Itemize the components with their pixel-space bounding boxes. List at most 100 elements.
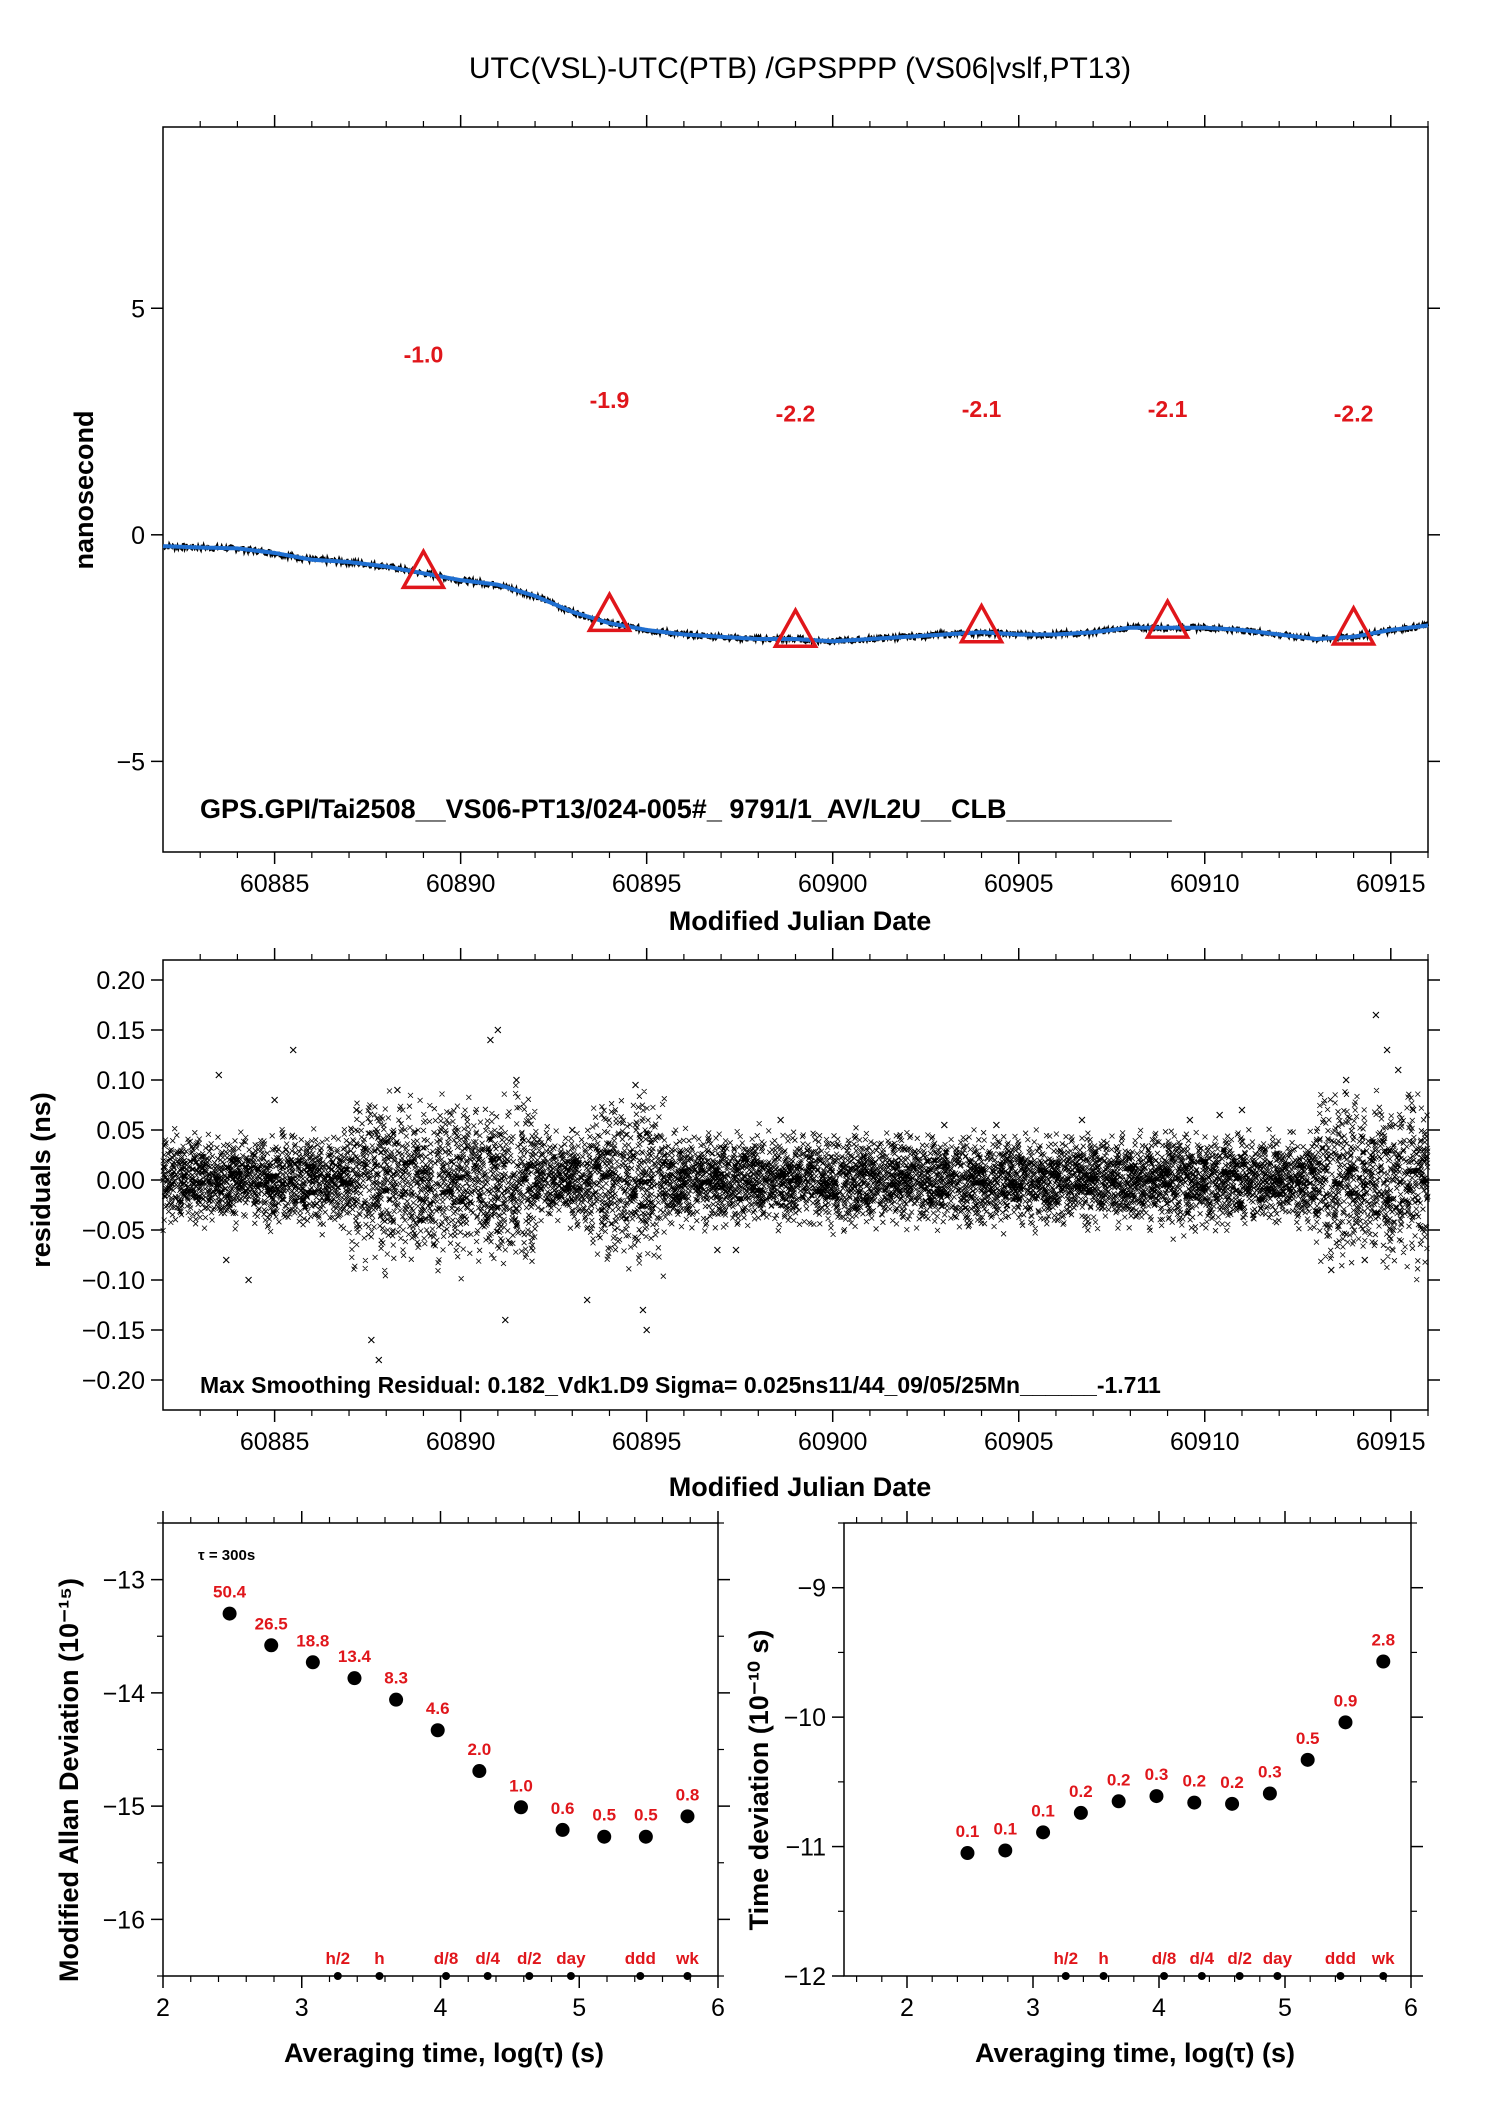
chart2-xtick-label: 60910 bbox=[1170, 1428, 1240, 1456]
chart1-note: GPS.GPI/Tai2508__VS06-PT13/024-005#_ 979… bbox=[200, 794, 1173, 824]
chart2-outlier-point bbox=[940, 1121, 948, 1129]
chart4-ytick-label: −10 bbox=[784, 1704, 826, 1732]
chart3-xtick-label: 5 bbox=[572, 1994, 586, 2022]
chart4-point-label: 0.3 bbox=[1258, 1763, 1282, 1782]
chart1-triangle-marker bbox=[772, 606, 819, 648]
chart3-point-label: 26.5 bbox=[255, 1614, 288, 1633]
chart4-ytick-label: −12 bbox=[784, 1963, 826, 1991]
chart3-interval-label: day bbox=[556, 1949, 586, 1968]
chart3-point bbox=[347, 1671, 362, 1686]
chart2-ytick-label: 0.15 bbox=[96, 1017, 145, 1045]
chart3-point bbox=[638, 1829, 653, 1844]
chart2-ytick-label: 0.20 bbox=[96, 967, 145, 995]
chart1-smoothed-series bbox=[162, 544, 1429, 644]
chart2-outlier-point bbox=[1383, 1046, 1391, 1054]
chart4-point-label: 0.2 bbox=[1069, 1782, 1093, 1801]
chart4-point bbox=[1262, 1786, 1277, 1801]
chart2-outlier-point bbox=[777, 1116, 785, 1124]
chart4-point-label: 0.2 bbox=[1220, 1773, 1244, 1792]
chart3-ylabel: Modified Allan Deviation (10⁻¹⁵) bbox=[54, 1578, 84, 1982]
chart3-ytick-label: −15 bbox=[103, 1793, 145, 1821]
chart3-interval-marker bbox=[683, 1972, 692, 1980]
chart2-outlier-point bbox=[1078, 1116, 1086, 1124]
chart4-interval-marker bbox=[1061, 1972, 1070, 1980]
chart4-point bbox=[998, 1843, 1013, 1858]
chart4-point-label: 0.1 bbox=[956, 1822, 980, 1841]
chart4-xlabel: Averaging time, log(τ) (s) bbox=[975, 2038, 1295, 2068]
chart2-outlier-point bbox=[394, 1086, 401, 1094]
chart3-point-label: 1.0 bbox=[509, 1776, 533, 1795]
chart4-interval-label: h/2 bbox=[1053, 1949, 1078, 1968]
chart3-xtick-label: 2 bbox=[156, 1994, 170, 2022]
chart2-outlier-point bbox=[375, 1356, 383, 1364]
chart2-outlier-point bbox=[632, 1081, 639, 1089]
chart3-point-label: 0.5 bbox=[634, 1806, 658, 1825]
chart2-residual-band bbox=[160, 1082, 1431, 1283]
chart1-xtick-label: 60895 bbox=[612, 870, 682, 898]
chart1-ytick-label: 0 bbox=[131, 522, 145, 550]
chart2-note: Max Smoothing Residual: 0.182_Vdk1.D9 Si… bbox=[200, 1372, 1161, 1398]
chart1-triangle-marker bbox=[400, 547, 447, 590]
chart2-outlier-point bbox=[513, 1076, 520, 1084]
chart2-outlier-point bbox=[367, 1336, 375, 1344]
chart2-outlier-point bbox=[501, 1316, 509, 1324]
chart3-point bbox=[472, 1764, 487, 1779]
chart3-point-label: 18.8 bbox=[296, 1631, 329, 1650]
chart1-marker-label: -1.0 bbox=[404, 342, 444, 368]
chart4-point bbox=[1225, 1796, 1240, 1811]
chart3-point bbox=[305, 1655, 320, 1670]
chart1-triangle-marker bbox=[958, 602, 1005, 644]
chart3-point bbox=[264, 1638, 279, 1653]
chart3-xtick-label: 4 bbox=[434, 1994, 448, 2022]
chart4-point bbox=[1187, 1795, 1202, 1810]
chart1-ytick-label: 5 bbox=[131, 295, 145, 323]
chart3-interval-label: h/2 bbox=[326, 1949, 351, 1968]
chart3-interval-marker bbox=[333, 1972, 342, 1980]
chart2-ytick-label: −0.20 bbox=[82, 1367, 145, 1395]
chart2-outlier-point bbox=[289, 1046, 297, 1054]
chart2-ytick-label: −0.15 bbox=[82, 1317, 145, 1345]
chart2-outlier-point bbox=[1186, 1116, 1194, 1124]
chart2-outlier-point bbox=[222, 1256, 230, 1264]
chart3-interval-label: ddd bbox=[625, 1949, 656, 1968]
chart3-xtick-label: 3 bbox=[295, 1994, 309, 2022]
chart3-interval-marker bbox=[442, 1972, 451, 1980]
chart4-plot: 2 3 4 5 6 −12 −11 −10 −9 0.1 0.1 0.1 0.2 0.2 0.3 0.2 0.2… bbox=[784, 1511, 1423, 2022]
chart4-ytick-label: −9 bbox=[797, 1575, 826, 1603]
chart4-point bbox=[1300, 1752, 1315, 1767]
chart2-outlier-point bbox=[271, 1096, 279, 1104]
chart4-point-label: 0.2 bbox=[1182, 1772, 1206, 1791]
chart3-point bbox=[430, 1723, 445, 1738]
chart4-point bbox=[960, 1846, 975, 1861]
chart3-ytick-label: −14 bbox=[103, 1680, 146, 1708]
chart4-xtick-label: 3 bbox=[1026, 1994, 1040, 2022]
chart1-xlabel: Modified Julian Date bbox=[669, 906, 932, 936]
chart4-xtick-label: 5 bbox=[1278, 1994, 1292, 2022]
chart3-point-label: 0.8 bbox=[676, 1785, 700, 1804]
chart4-interval-marker bbox=[1235, 1972, 1244, 1980]
chart2-xtick-label: 60890 bbox=[426, 1428, 496, 1456]
chart1-marker-label: -1.9 bbox=[590, 387, 630, 413]
chart3-interval-label: h bbox=[374, 1949, 384, 1968]
chart2-outlier-point bbox=[353, 1106, 360, 1114]
chart3-point-label: 2.0 bbox=[468, 1740, 492, 1759]
chart4-interval-label: d/8 bbox=[1152, 1949, 1177, 1968]
chart4-interval-marker bbox=[1336, 1972, 1345, 1980]
chart4-interval-marker bbox=[1099, 1972, 1108, 1980]
chart4-interval-marker bbox=[1273, 1972, 1282, 1980]
chart2-outlier-point bbox=[215, 1071, 223, 1079]
chart1-ytick-label: −5 bbox=[116, 748, 145, 776]
chart3-point-label: 13.4 bbox=[338, 1647, 372, 1666]
chart2-ylabel: residuals (ns) bbox=[26, 1092, 56, 1268]
chart4-point-label: 0.5 bbox=[1296, 1729, 1320, 1748]
chart3-interval-marker bbox=[636, 1972, 645, 1980]
chart1-xtick-label: 60910 bbox=[1170, 870, 1240, 898]
chart4-interval-label: ddd bbox=[1325, 1949, 1356, 1968]
chart2-outlier-point bbox=[1409, 1106, 1417, 1114]
chart3-frame bbox=[162, 1522, 719, 1977]
chart2-outlier-point bbox=[732, 1246, 740, 1254]
chart4-interval-marker bbox=[1379, 1972, 1388, 1980]
chart4-ytick-label: −11 bbox=[785, 1834, 826, 1862]
chart2-outlier-point bbox=[1394, 1066, 1402, 1074]
